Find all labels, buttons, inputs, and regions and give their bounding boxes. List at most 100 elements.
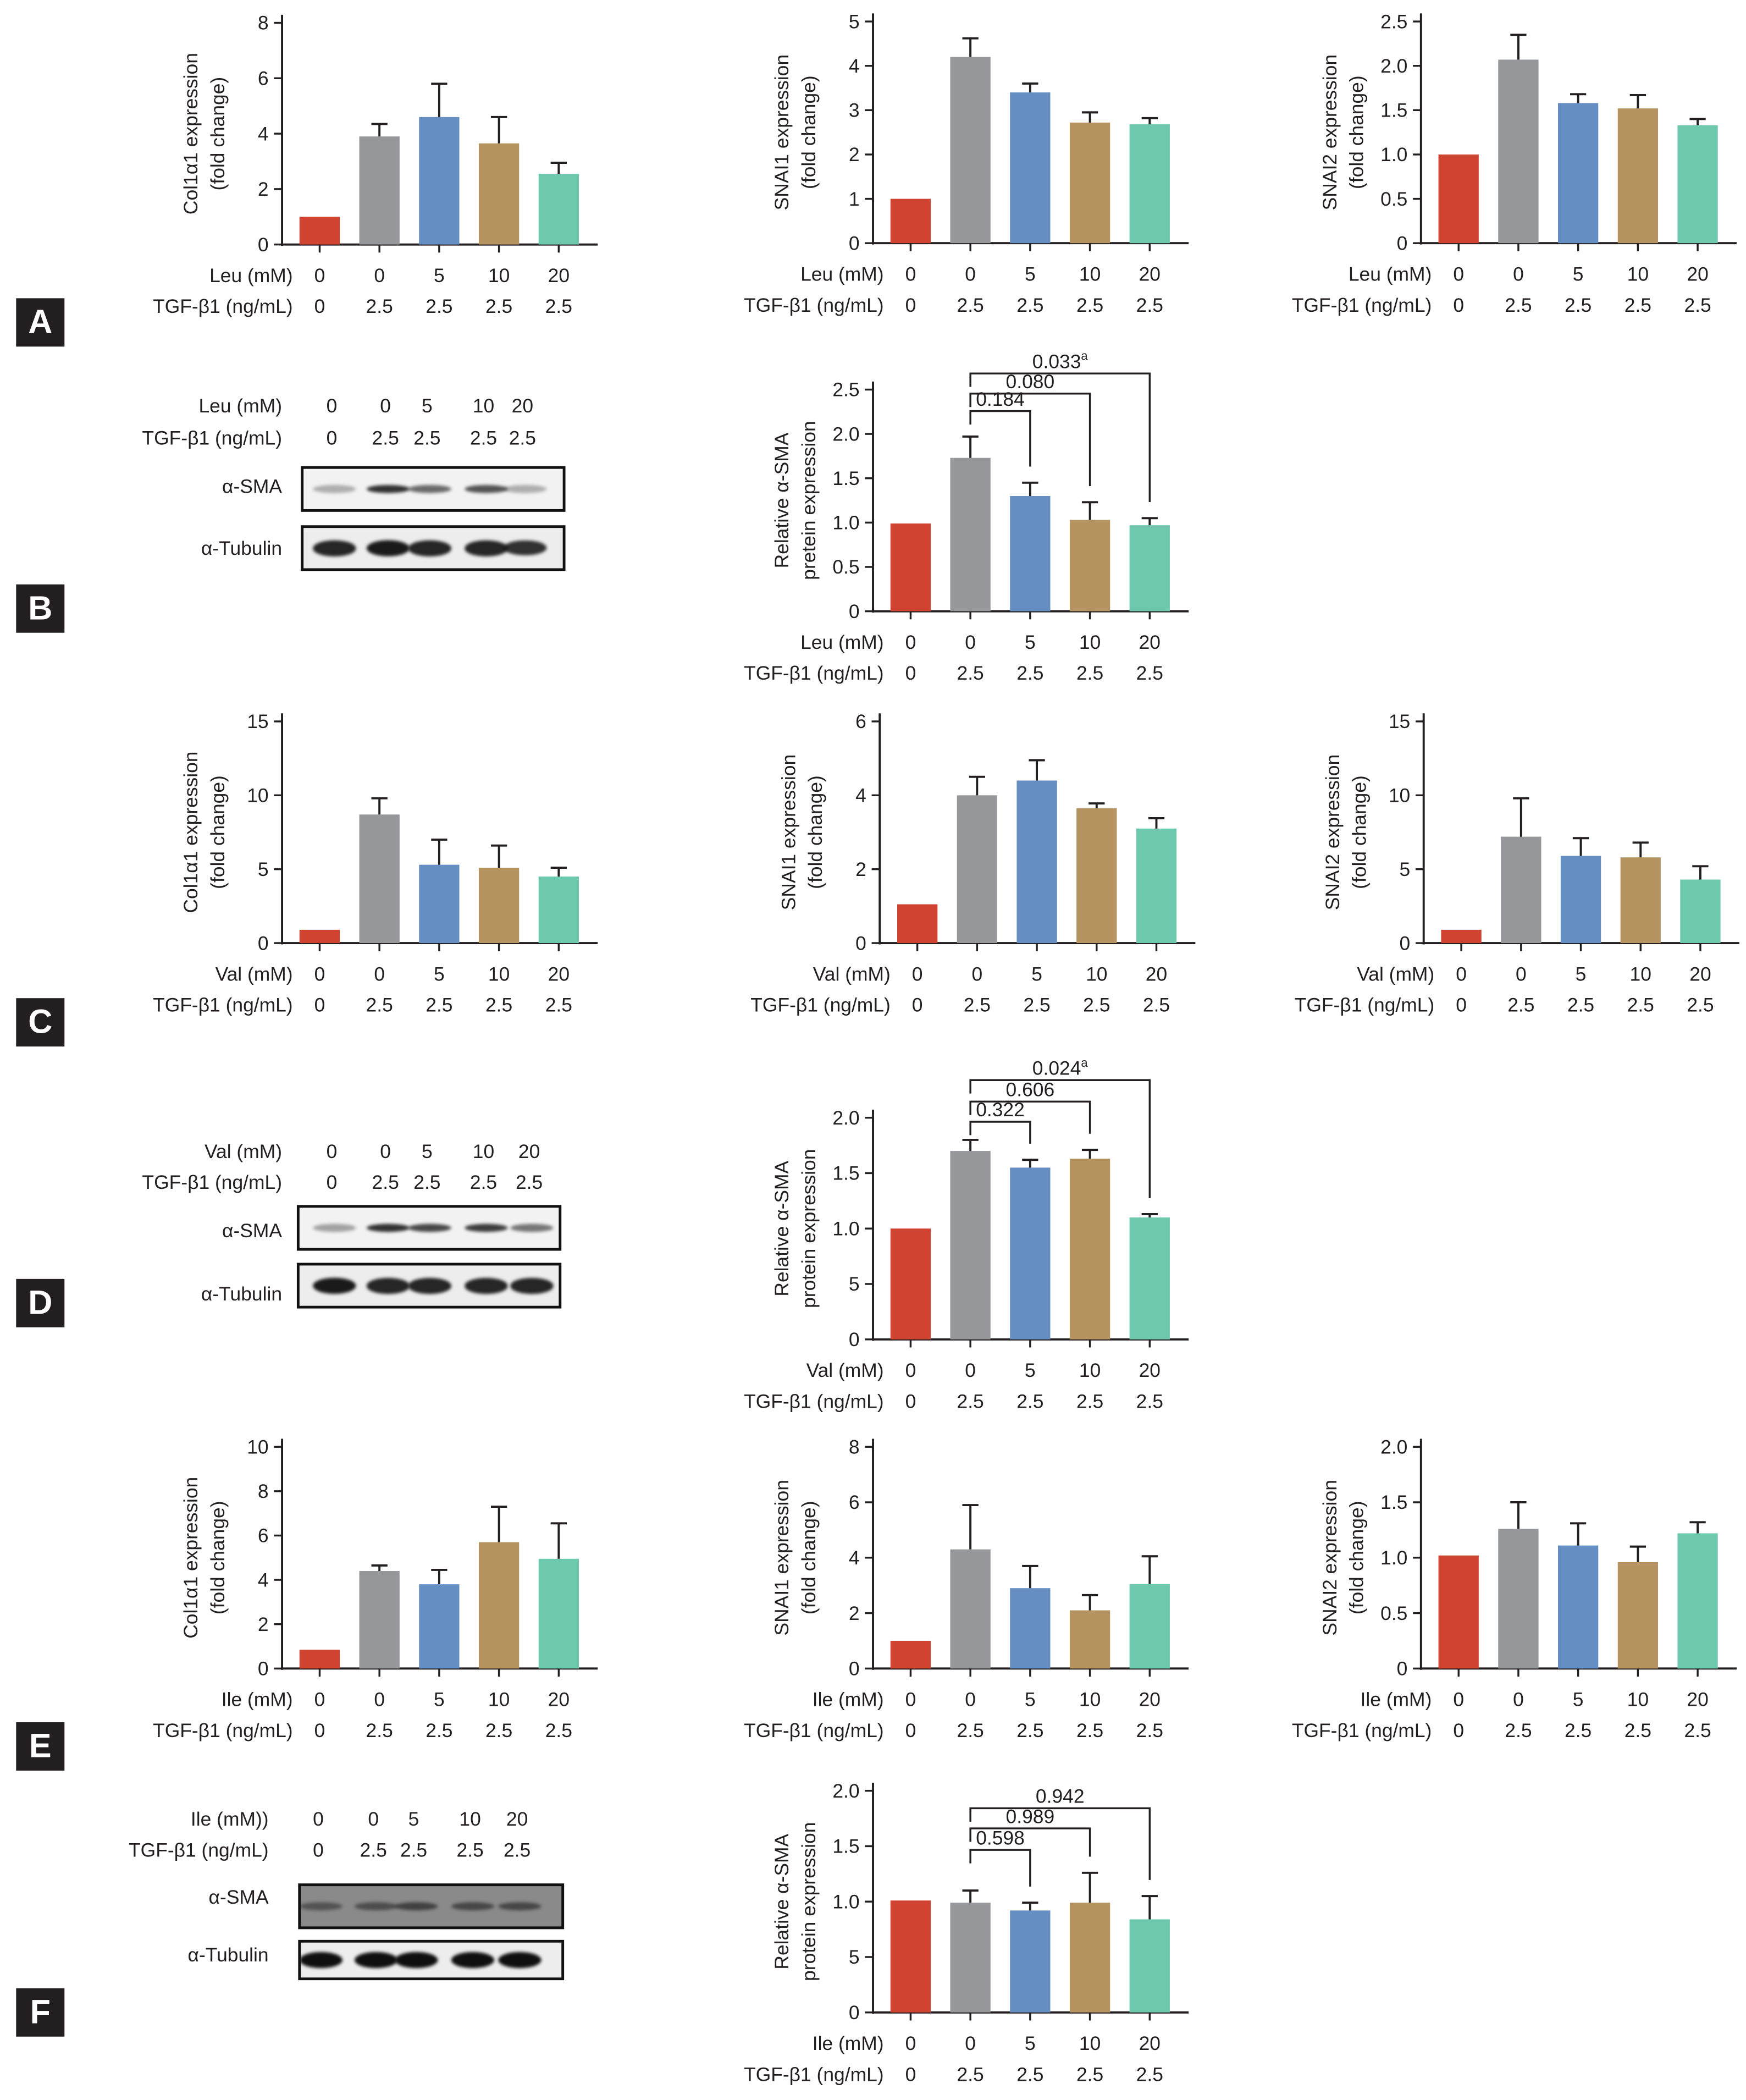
x-tick-label: 5 bbox=[1025, 2032, 1036, 2054]
x-tick-label: 2.5 bbox=[1016, 662, 1043, 684]
x-row-label: Val (mM) bbox=[216, 963, 293, 985]
blot-band bbox=[498, 1952, 542, 1969]
x-tick-label: 10 bbox=[1079, 1359, 1101, 1381]
x-row-label: TGF-β1 (ng/mL) bbox=[1295, 994, 1434, 1016]
x-tick-label: 2.5 bbox=[1687, 994, 1714, 1016]
y-tick-label: 1.0 bbox=[1380, 1547, 1407, 1569]
x-tick-label: 20 bbox=[1139, 1689, 1161, 1711]
x-tick-label: 2.5 bbox=[957, 2063, 984, 2085]
y-tick-label: 0 bbox=[258, 234, 269, 256]
p-value: 0.598 bbox=[976, 1827, 1025, 1849]
y-tick-label: 0 bbox=[849, 2002, 860, 2024]
blot-lane-label: 20 bbox=[518, 1142, 540, 1164]
x-tick-label: 2.5 bbox=[485, 295, 512, 317]
blot-row-label: Val (mM) bbox=[205, 1142, 283, 1164]
chart-b-asma: 0 0.5 1.0 1.5 2.0 2.5 Relative α-SMA pretein ex… bbox=[744, 349, 1189, 684]
bar bbox=[1069, 520, 1110, 611]
y-axis-label: Relative α-SMA bbox=[771, 1160, 793, 1296]
p-value-label: 0.024a bbox=[1032, 1056, 1089, 1079]
y-tick-label: 2.0 bbox=[1380, 55, 1407, 77]
x-tick-label: 2.5 bbox=[1016, 294, 1043, 316]
blot-asma bbox=[296, 1205, 562, 1251]
bar bbox=[1557, 1545, 1599, 1669]
y-tick-label: 0 bbox=[1397, 232, 1408, 254]
chart-a-snai1: 0 1 2 3 4 5 SNAI1 expression (fold change) Leu (… bbox=[744, 10, 1189, 316]
blot-band bbox=[408, 484, 451, 493]
y-tick-label: 5 bbox=[258, 858, 269, 880]
x-tick-label: 0 bbox=[1513, 263, 1524, 285]
x-row-label: TGF-β1 (ng/mL) bbox=[744, 2063, 883, 2085]
chart-a-col1a1: 0 2 4 6 8 Col1α1 expression (fold change) Leu (… bbox=[153, 12, 598, 317]
blot-band bbox=[408, 540, 451, 556]
bar bbox=[1680, 879, 1721, 944]
x-tick-label: 2.5 bbox=[1625, 294, 1651, 316]
significance-bracket bbox=[969, 393, 1091, 486]
p-value: 0.024 bbox=[1032, 1057, 1081, 1079]
p-value-label: 0.033a bbox=[1032, 349, 1089, 373]
y-tick-label: 10 bbox=[247, 785, 268, 807]
x-tick-label: 2.5 bbox=[1076, 662, 1103, 684]
x-tick-label: 2.5 bbox=[1023, 994, 1050, 1016]
x-tick-label: 20 bbox=[1139, 631, 1161, 653]
bar bbox=[1136, 828, 1177, 944]
x-tick-label: 2.5 bbox=[1567, 994, 1594, 1016]
x-tick-label: 0 bbox=[314, 1719, 325, 1741]
x-row-label: TGF-β1 (ng/mL) bbox=[1292, 1719, 1432, 1741]
y-tick-label: 2 bbox=[849, 1602, 860, 1624]
bar bbox=[1617, 1562, 1659, 1669]
blot-lane-label: 10 bbox=[472, 396, 495, 418]
bar bbox=[538, 174, 579, 245]
significance-bracket bbox=[969, 1100, 1091, 1134]
x-tick-label: 20 bbox=[1146, 963, 1167, 985]
x-tick-label: 2.5 bbox=[1076, 1390, 1103, 1412]
bar bbox=[1501, 836, 1541, 944]
bar bbox=[419, 1584, 460, 1669]
blot-lane-label: 2.5 bbox=[400, 1840, 428, 1862]
y-tick-label: 0 bbox=[1400, 932, 1411, 954]
x-tick-label: 10 bbox=[1079, 263, 1101, 285]
bar bbox=[419, 864, 460, 944]
x-tick-label: 0 bbox=[314, 264, 325, 286]
y-tick-label: 0.5 bbox=[1380, 1602, 1407, 1624]
bar bbox=[1010, 1910, 1051, 2013]
x-tick-label: 5 bbox=[1576, 963, 1587, 985]
y-tick-label: 2.5 bbox=[832, 379, 859, 401]
x-tick-label: 10 bbox=[1079, 631, 1101, 653]
bar bbox=[1076, 808, 1117, 944]
x-tick-label: 0 bbox=[912, 963, 923, 985]
x-tick-label: 10 bbox=[488, 264, 510, 286]
x-row-label: Ile (mM) bbox=[1361, 1689, 1432, 1711]
bar bbox=[1677, 1533, 1718, 1669]
blot-lane-label: 0 bbox=[313, 1809, 324, 1831]
significance-bracket bbox=[969, 410, 1031, 467]
x-tick-label: 2.5 bbox=[366, 295, 393, 317]
blot-lane-label: 0 bbox=[380, 396, 391, 418]
blot-row-label: Ile (mM)) bbox=[190, 1809, 269, 1831]
blot-band bbox=[408, 1277, 451, 1294]
y-axis-label: (fold change) bbox=[1346, 1501, 1368, 1614]
chart-e-snai2: 0 0.5 1.0 1.5 2.0 SNAI2 expression (fold chang… bbox=[1292, 1436, 1737, 1741]
y-axis-label: (fold change) bbox=[207, 77, 229, 191]
y-axis-label: protein expression bbox=[798, 1822, 820, 1981]
x-tick-label: 2.5 bbox=[957, 294, 984, 316]
significance-bracket bbox=[969, 1079, 1151, 1198]
x-row-label: Val (mM) bbox=[1357, 963, 1434, 985]
x-tick-label: 20 bbox=[1687, 1689, 1708, 1711]
x-tick-label: 2.5 bbox=[1627, 994, 1654, 1016]
y-axis-label: pretein expression bbox=[798, 421, 820, 580]
x-tick-label: 2.5 bbox=[1016, 2063, 1043, 2085]
bar bbox=[957, 795, 998, 944]
y-tick-label: 4 bbox=[849, 55, 860, 77]
blot-band bbox=[354, 1952, 398, 1969]
x-tick-label: 5 bbox=[434, 963, 445, 985]
bar bbox=[478, 1542, 520, 1669]
bar bbox=[1441, 929, 1482, 944]
x-tick-label: 20 bbox=[548, 963, 570, 985]
chart-c-snai2: 0 5 10 15 SNAI2 expression (fold change) Val (… bbox=[1295, 710, 1739, 1016]
blot-band bbox=[395, 1902, 438, 1911]
x-tick-label: 0 bbox=[1453, 294, 1464, 316]
bar bbox=[890, 1640, 931, 1669]
blot-lane-label: 2.5 bbox=[413, 428, 441, 450]
x-row-label: Ile (mM) bbox=[813, 1689, 884, 1711]
blot-lane-label: 0 bbox=[326, 396, 338, 418]
